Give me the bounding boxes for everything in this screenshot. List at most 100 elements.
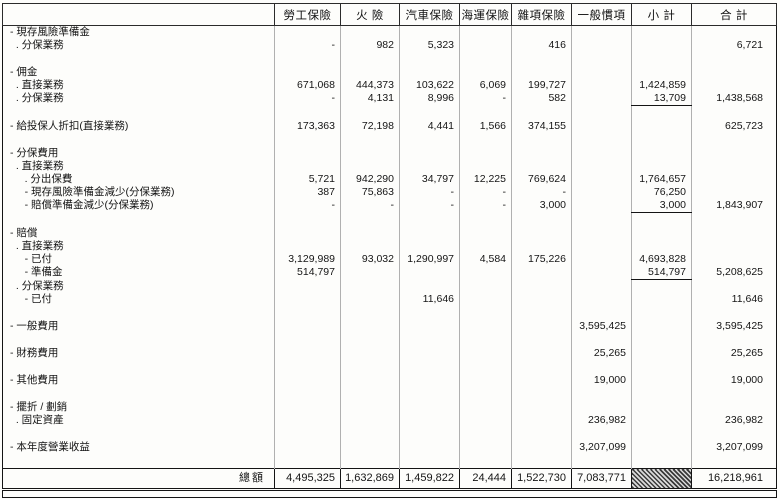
spacer-cell — [571, 306, 632, 320]
value-cell — [511, 240, 572, 253]
total-value-cell: 1,522,730 — [511, 468, 572, 491]
insurance-expense-table: 勞工保險火 險汽車保險 海運保險 雜項保險 一般慣項小 計合 計 - 現存風險準備金 … — [2, 3, 777, 498]
value-cell — [571, 227, 632, 240]
spacer-cell — [399, 52, 460, 66]
value-cell — [340, 160, 400, 173]
value-cell — [511, 266, 572, 280]
value-cell — [631, 320, 692, 333]
spacer-cell — [631, 105, 692, 120]
value-cell: 3,207,099 — [571, 441, 632, 454]
value-cell: 1,424,859 — [631, 79, 692, 92]
column-header-6: 小 計 — [631, 3, 692, 26]
value-cell: - — [399, 186, 460, 199]
spacer-cell — [511, 52, 572, 66]
value-cell: 12,225 — [459, 173, 512, 186]
total-value-cell: 24,444 — [459, 468, 512, 491]
value-cell — [274, 160, 341, 173]
value-cell: - — [274, 39, 341, 52]
value-cell — [274, 414, 341, 427]
total-value-cell: 7,083,771 — [571, 468, 632, 491]
value-cell — [511, 320, 572, 333]
spacer-cell — [340, 133, 400, 147]
value-cell: 25,265 — [691, 347, 777, 360]
spacer-row — [3, 427, 777, 441]
value-cell: 175,226 — [511, 253, 572, 266]
value-cell — [340, 414, 400, 427]
spacer-cell — [459, 105, 512, 120]
value-cell — [459, 320, 512, 333]
spacer-cell — [340, 105, 400, 120]
value-cell — [571, 147, 632, 160]
spacer-cell — [340, 387, 400, 401]
spacer-cell — [631, 333, 692, 347]
value-cell — [571, 186, 632, 199]
spacer-row — [3, 360, 777, 374]
value-cell — [691, 186, 777, 199]
value-cell — [571, 173, 632, 186]
value-cell: 25,265 — [571, 347, 632, 360]
value-cell — [631, 227, 692, 240]
value-cell — [631, 401, 692, 414]
spacer-cell — [511, 133, 572, 147]
value-cell — [571, 92, 632, 106]
value-cell — [459, 66, 512, 79]
value-cell — [571, 253, 632, 266]
value-cell: 625,723 — [691, 120, 777, 133]
spacer-cell — [571, 333, 632, 347]
value-cell — [631, 39, 692, 52]
row-label: - 其他費用 — [10, 374, 59, 386]
filler-cell — [572, 490, 632, 498]
filler-cell — [692, 490, 777, 498]
spacer-cell — [631, 427, 692, 441]
row-label: . 固定資產 — [10, 414, 64, 426]
value-cell: 3,595,425 — [691, 320, 777, 333]
row-label: - 已付 — [10, 293, 52, 305]
spacer-cell — [691, 387, 777, 401]
total-value-cell: 1,632,869 — [340, 468, 400, 491]
value-cell — [459, 374, 512, 387]
value-cell — [340, 441, 400, 454]
value-cell: 199,727 — [511, 79, 572, 92]
value-cell — [399, 160, 460, 173]
table-row: - 已付 11,646 11,646 — [3, 293, 777, 306]
total-value-cell: 16,218,961 — [691, 468, 777, 491]
spacer-cell — [571, 387, 632, 401]
spacer-cell — [691, 52, 777, 66]
spacer-label-cell — [3, 306, 275, 320]
value-cell — [274, 66, 341, 79]
value-cell — [571, 66, 632, 79]
value-cell: 236,982 — [571, 414, 632, 427]
spacer-cell — [399, 427, 460, 441]
value-cell — [631, 414, 692, 427]
value-cell — [459, 441, 512, 454]
value-cell — [571, 266, 632, 280]
spacer-label-cell — [3, 333, 275, 347]
value-cell: 6,721 — [691, 39, 777, 52]
value-cell — [631, 374, 692, 387]
spacer-cell — [274, 333, 341, 347]
column-header-2: 汽車保險 — [399, 3, 460, 26]
spacer-label-cell — [3, 454, 275, 469]
filler-cell — [632, 490, 692, 498]
value-cell — [511, 347, 572, 360]
row-label: . 分保業務 — [10, 279, 64, 292]
value-cell: 1,290,997 — [399, 253, 460, 266]
value-cell: 19,000 — [691, 374, 777, 387]
value-cell: 75,863 — [340, 186, 400, 199]
row-label: . 分保業務 — [10, 92, 64, 105]
spacer-cell — [691, 133, 777, 147]
value-cell — [691, 147, 777, 160]
spacer-cell — [274, 105, 341, 120]
spacer-cell — [511, 306, 572, 320]
value-cell — [340, 293, 400, 306]
row-label: . 直接業務 — [10, 79, 64, 91]
table-row: - 給投保人折扣(直接業務) 173,363 72,198 4,441 1,566 374… — [3, 120, 777, 133]
value-cell: 4,131 — [340, 92, 400, 106]
spacer-cell — [399, 454, 460, 469]
table-row: . 直接業務 — [3, 240, 777, 253]
spacer-cell — [274, 52, 341, 66]
value-cell — [691, 79, 777, 92]
value-cell — [631, 441, 692, 454]
value-cell — [459, 227, 512, 240]
spacer-cell — [459, 427, 512, 441]
